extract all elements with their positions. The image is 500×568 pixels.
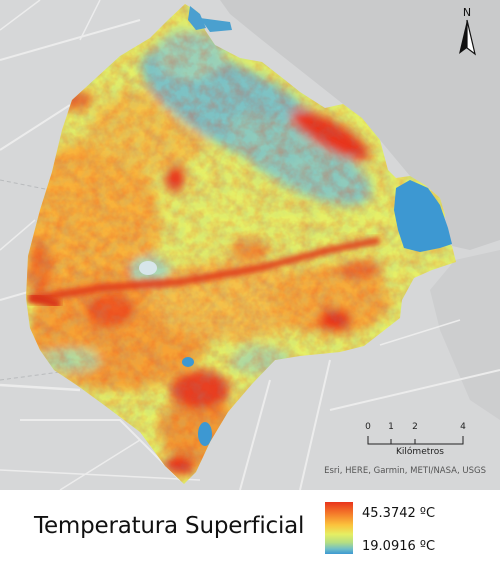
port-area xyxy=(430,250,500,420)
north-shore-patch xyxy=(200,18,232,32)
basemap-roads xyxy=(0,0,500,490)
legend-max-value: 45.3742 ºC xyxy=(362,506,436,521)
scale-bar: 0 1 2 4 Kilómetros xyxy=(360,422,480,462)
park-lake xyxy=(139,261,157,275)
scale-tick-label: 2 xyxy=(412,422,418,432)
map-canvas[interactable] xyxy=(0,0,500,490)
legend-title: Temperatura Superficial xyxy=(34,513,305,539)
north-arrow: N xyxy=(453,6,481,56)
map-attribution: Esri, HERE, Garmin, METI/NASA, USGS xyxy=(324,466,486,476)
district-boundary xyxy=(0,179,61,381)
north-label: N xyxy=(462,6,472,19)
river-water xyxy=(220,0,500,250)
legend-color-ramp xyxy=(325,502,353,554)
scale-unit-label: Kilómetros xyxy=(396,447,444,457)
legend-min-value: 19.0916 ºC xyxy=(362,539,436,554)
scale-tick-label: 0 xyxy=(365,422,371,432)
scale-tick-label: 4 xyxy=(460,422,466,432)
map-view[interactable]: N 0 1 2 4 Kilómetros Esri, HERE, Garmin,… xyxy=(0,0,500,490)
north-water-patch xyxy=(188,6,206,30)
coastal-reserve xyxy=(394,180,452,252)
north-arrow-icon xyxy=(459,19,476,56)
scale-tick-label: 1 xyxy=(388,422,394,432)
scale-bar-graphic xyxy=(367,436,464,445)
